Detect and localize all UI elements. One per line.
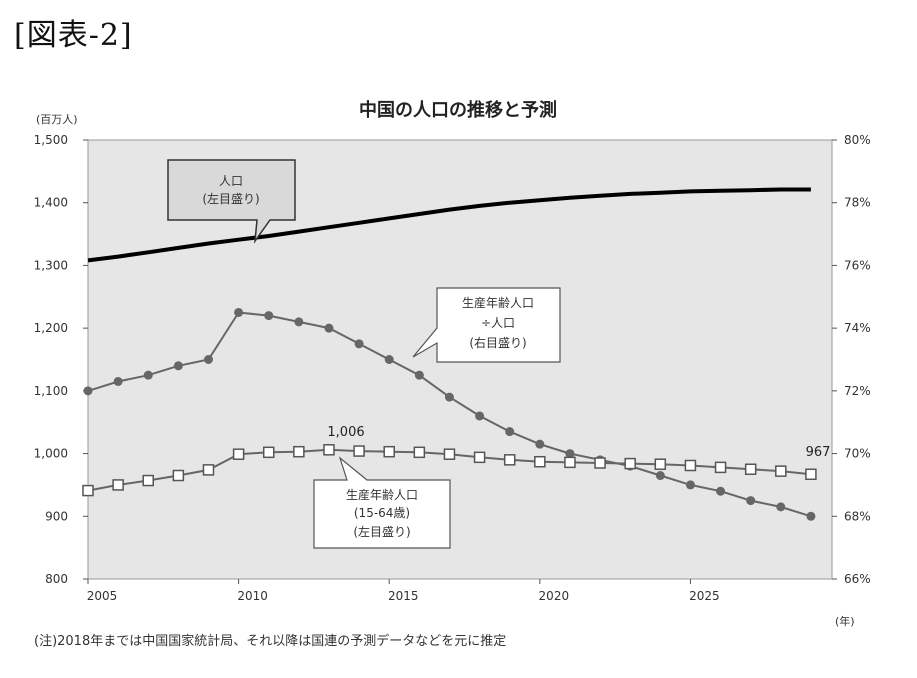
series-working-age-point [323,444,335,456]
y-right-tick-label: 68% [844,509,871,523]
series-working-ratio-point [294,317,304,327]
x-tick-label: 2005 [87,589,118,603]
y-left-tick-label: 1,200 [34,321,68,335]
callout-working-ratio: 生産年齢人口 ÷人口 (右目盛り) [412,287,561,363]
series-working-ratio-point [475,411,485,421]
series-working-ratio-point [143,370,153,380]
data-label-end: 967 [806,445,831,460]
callout-working-age-box [313,456,451,549]
series-working-ratio-point [414,370,424,380]
footnote: (注)2018年までは中国国家統計局、それ以降は国連の予測データなどを元に推定 [34,634,507,649]
series-working-ratio-point [173,361,183,371]
series-working-age-point [714,461,727,474]
callout-population-line2: (左目盛り) [202,191,259,206]
series-working-age-point [142,474,154,487]
x-tick-label: 2015 [388,589,419,603]
series-working-age-point [624,457,636,470]
series-working-ratio-point [83,386,93,396]
series-working-ratio-point [264,311,274,321]
series-working-ratio-point [806,511,816,521]
series-working-age-point [775,465,787,477]
figure-label: [図表-2] [14,18,133,53]
x-tick-label: 2020 [539,589,570,603]
series-working-ratio-point [354,339,364,349]
series [82,187,817,521]
series-working-age-point [534,455,546,468]
series-working-age-point [172,469,185,482]
left-axis-unit: (百万人) [36,113,78,126]
y-left-tick-label: 900 [45,509,68,523]
x-tick-label: 2010 [237,589,268,603]
y-left-tick-label: 1,500 [34,133,68,147]
series-working-age-point [262,446,275,459]
callout-working-age-line3: (左目盛り) [353,524,410,539]
series-working-age-point [413,446,426,459]
series-working-age-point [353,445,365,457]
y-left-tick-label: 1,400 [34,196,68,210]
callout-working-ratio-line3: (右目盛り) [469,335,526,350]
series-working-age-point [805,468,817,481]
series-working-ratio-point [505,427,515,437]
y-right-tick-label: 74% [844,321,871,335]
series-working-ratio-point [444,392,454,402]
callout-population-box [167,159,296,244]
y-left-tick-label: 1,300 [34,258,68,272]
series-working-ratio-point [776,502,786,512]
callout-population: 人口 (左目盛り) [167,159,296,244]
series-working-ratio-point [324,323,334,333]
callout-working-ratio-box [412,287,561,363]
series-working-age-point [202,464,215,476]
y-right-tick-label: 76% [844,258,871,272]
callout-working-ratio-line2: ÷人口 [481,316,515,330]
series-working-ratio-point [384,355,394,364]
y-right-tick-label: 72% [844,384,871,398]
callout-population-line1: 人口 [219,174,243,188]
callout-working-age: 生産年齢人口 (15-64歳) (左目盛り) [313,456,451,549]
series-working-ratio-point [655,471,665,481]
data-label-peak: 1,006 [327,425,364,440]
series-working-age-point [744,463,757,475]
callout-working-age-line1: 生産年齢人口 [346,487,418,502]
y-right-tick-label: 78% [844,196,871,210]
y-right-tick-label: 80% [844,133,871,147]
y-right-tick-label: 66% [844,572,871,586]
series-working-age-point [443,448,456,460]
series-working-ratio-point [113,376,123,386]
series-working-age-point [503,454,516,466]
series-population-line [87,187,811,263]
series-working-ratio-point [234,307,244,317]
series-working-ratio-point [565,449,575,459]
axes: 800 900 1,000 1,100 1,200 1,300 1,400 1,500 66% 6… [34,133,871,603]
x-tick-label: 2025 [689,589,720,603]
series-working-ratio-point [685,480,695,490]
series-working-age-point [232,448,245,460]
series-working-ratio-point [746,496,756,506]
series-working-age-point [473,451,486,464]
series-working-age-point [684,459,697,472]
y-right-tick-label: 70% [844,447,871,461]
callout-working-ratio-line1: 生産年齢人口 [462,295,534,310]
series-working-age-point [654,458,667,470]
series-working-ratio-point [535,439,545,449]
callout-working-age-line2: (15-64歳) [354,506,410,520]
series-working-age-point [82,484,94,497]
series-working-age-point [383,445,395,458]
x-axis-unit: (年) [835,614,855,628]
series-working-age-point [112,479,124,491]
series-working-age-point [293,445,305,458]
y-left-tick-label: 1,100 [34,384,68,398]
series-working-ratio-point [203,355,213,364]
series-working-age-point [564,456,576,469]
chart-title: 中国の人口の推移と予測 [359,99,557,121]
series-working-age-point [594,457,606,469]
series-working-ratio-point [716,486,726,496]
y-left-tick-label: 800 [45,572,68,586]
y-left-tick-label: 1,000 [34,447,68,461]
